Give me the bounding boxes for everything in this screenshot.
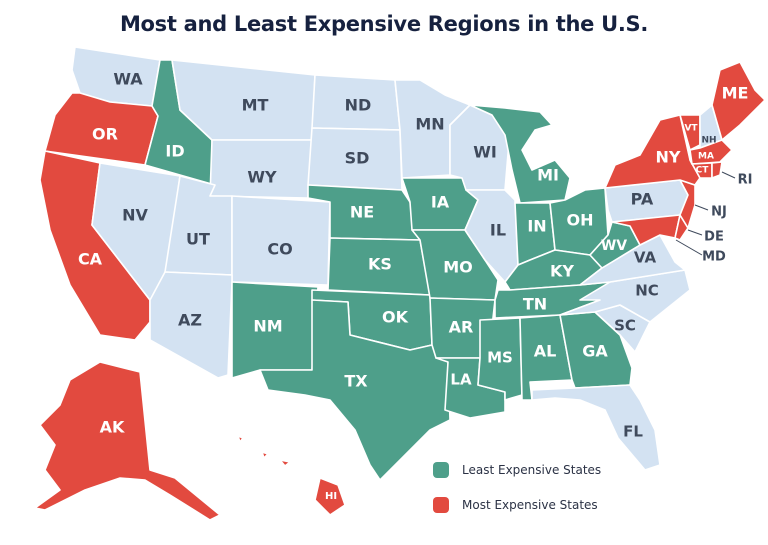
label-ga: GA: [582, 342, 608, 361]
state-ny[interactable]: [604, 114, 701, 189]
label-wv: WV: [601, 238, 627, 254]
legend: Least Expensive States Most Expensive St…: [433, 460, 601, 530]
label-vt: VT: [684, 124, 698, 134]
leader-ri: [721, 171, 736, 179]
state-tx[interactable]: [259, 299, 451, 481]
label-ia: IA: [431, 193, 450, 212]
label-il: IL: [490, 221, 506, 240]
state-mi[interactable]: [469, 104, 571, 204]
label-mt: MT: [242, 96, 269, 115]
label-az: AZ: [178, 311, 202, 330]
label-wy: WY: [247, 168, 277, 187]
label-nv: NV: [122, 206, 148, 225]
label-tx: TX: [344, 372, 368, 391]
label-ok: OK: [382, 308, 409, 327]
label-fl: FL: [623, 423, 643, 441]
state-ak[interactable]: [34, 361, 221, 521]
label-mo: MO: [443, 258, 473, 277]
label-md: MD: [702, 250, 726, 265]
label-me: ME: [722, 84, 749, 103]
map-title: Most and Least Expensive Regions in the …: [119, 12, 649, 36]
label-ar: AR: [449, 318, 474, 337]
state-hi[interactable]: [237, 435, 346, 516]
label-tn: TN: [523, 295, 547, 314]
label-ky: KY: [550, 262, 574, 281]
label-nc: NC: [635, 282, 659, 300]
label-wa: WA: [113, 70, 143, 89]
legend-item-least: Least Expensive States: [433, 460, 601, 480]
legend-swatch-least: [433, 462, 449, 478]
label-ny: NY: [656, 148, 681, 167]
label-sc: SC: [614, 317, 636, 335]
label-mi: MI: [537, 166, 559, 185]
label-oh: OH: [567, 211, 594, 230]
label-sd: SD: [345, 149, 370, 168]
label-va: VA: [634, 249, 657, 267]
label-de: DE: [704, 230, 724, 245]
label-nj: NJ: [711, 205, 727, 220]
state-az[interactable]: [149, 271, 233, 379]
label-ct: CT: [696, 166, 710, 176]
label-nd: ND: [345, 96, 372, 115]
legend-item-most: Most Expensive States: [433, 495, 601, 515]
label-nm: NM: [253, 317, 282, 336]
label-ut: UT: [186, 230, 210, 249]
label-pa: PA: [631, 190, 654, 209]
label-ms: MS: [487, 349, 513, 367]
state-ri[interactable]: [711, 161, 723, 179]
legend-swatch-most: [433, 497, 449, 513]
label-al: AL: [534, 342, 557, 361]
state-me[interactable]: [711, 61, 766, 141]
label-co: CO: [267, 240, 292, 259]
label-ca: CA: [78, 250, 103, 269]
state-fl[interactable]: [531, 384, 661, 471]
label-ne: NE: [350, 203, 374, 222]
label-nh: NH: [701, 136, 716, 146]
legend-label-least: Least Expensive States: [462, 463, 602, 477]
label-la: LA: [450, 371, 472, 389]
label-ri: RI: [738, 173, 753, 188]
label-ks: KS: [368, 255, 392, 274]
label-ma: MA: [698, 152, 714, 162]
leader-de: [687, 229, 703, 236]
label-wi: WI: [473, 143, 497, 162]
legend-label-most: Most Expensive States: [462, 498, 598, 512]
label-id: ID: [165, 142, 184, 161]
label-ak: AK: [100, 418, 125, 437]
label-or: OR: [92, 125, 118, 144]
leader-nj: [694, 204, 709, 211]
label-hi: HI: [325, 491, 337, 502]
label-in: IN: [527, 217, 546, 236]
state-ct[interactable]: [689, 159, 713, 179]
label-mn: MN: [415, 115, 444, 134]
leader-md: [675, 239, 703, 256]
